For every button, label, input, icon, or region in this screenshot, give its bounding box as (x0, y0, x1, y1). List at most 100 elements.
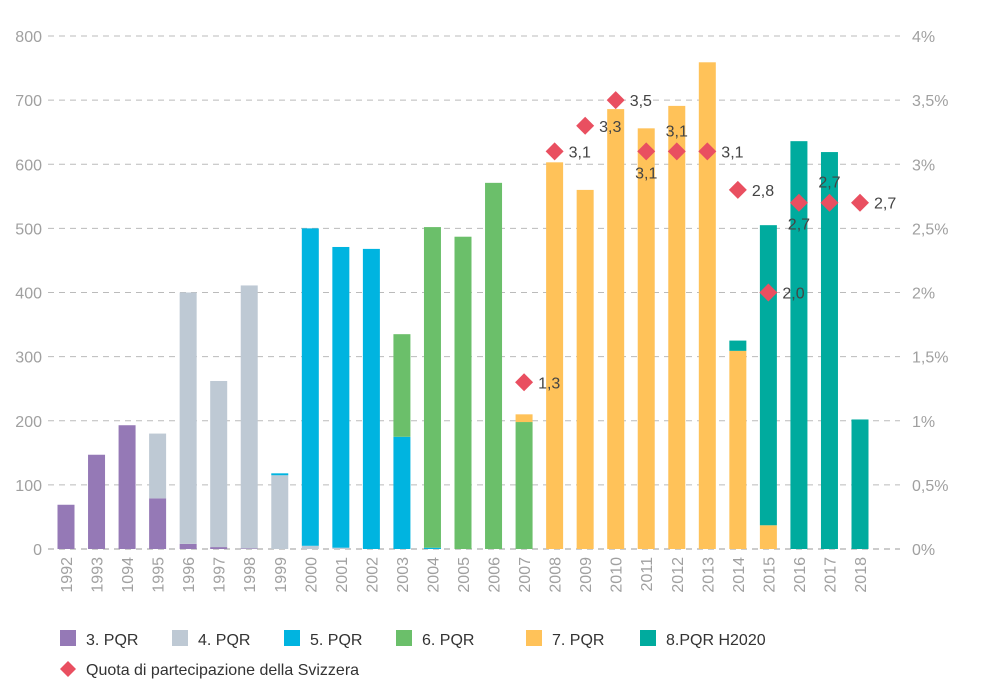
legend-label: Quota di partecipazione della Svizzera (86, 662, 359, 679)
bar-segment (57, 504, 75, 549)
x-tick-label: 2002 (364, 557, 381, 593)
x-tick-label: 2004 (425, 557, 442, 593)
share-data-label: 3,5 (630, 93, 652, 110)
x-tick-label: 2018 (853, 557, 870, 593)
bar-segment (423, 227, 441, 548)
x-tick-label: 2010 (609, 557, 626, 593)
bar-segment (88, 454, 106, 549)
share-marker (637, 142, 656, 161)
x-tick-label: 2001 (334, 557, 351, 593)
legend-swatch (172, 630, 188, 646)
bar-segment (179, 543, 197, 549)
x-tick-label: 1094 (120, 557, 137, 593)
legend-swatch (526, 630, 542, 646)
legend-swatch (284, 630, 300, 646)
x-tick-label: 1992 (59, 557, 76, 593)
share-data-label: 3,1 (666, 123, 688, 140)
bar-segment (271, 475, 289, 549)
y-left-tick-label: 700 (15, 93, 42, 110)
share-marker (789, 193, 808, 212)
bar-segment (485, 182, 503, 549)
x-tick-label: 2015 (761, 557, 778, 593)
share-marker (820, 193, 839, 212)
share-data-label: 2,0 (782, 286, 804, 303)
bar-segment (393, 436, 411, 549)
share-marker (759, 283, 778, 302)
x-tick-label: 2016 (792, 557, 809, 593)
bar-segment (210, 547, 228, 549)
bar-segment (301, 545, 319, 549)
legend-label: 3. PQR (86, 632, 138, 649)
bar-segment (637, 128, 655, 549)
bar-segment (179, 292, 197, 544)
bar-segment (851, 419, 869, 549)
share-data-label: 2,8 (752, 183, 774, 200)
bar-segment (240, 548, 258, 549)
bar-segment (729, 340, 747, 351)
bar-segment (576, 189, 594, 549)
y-right-tick-label: 3,5% (912, 93, 948, 110)
x-tick-label: 2005 (456, 557, 473, 593)
bar-segment (149, 498, 167, 549)
y-right-tick-label: 1% (912, 414, 935, 431)
y-left-tick-label: 500 (15, 221, 42, 238)
share-marker (576, 116, 595, 135)
legend-swatch (640, 630, 656, 646)
bar-segment (332, 547, 350, 549)
y-left-tick-label: 400 (15, 286, 42, 303)
legend-label: 6. PQR (422, 632, 474, 649)
share-data-label: 3,1 (721, 144, 743, 161)
y-right-tick-label: 4% (912, 29, 935, 46)
bar-segment (759, 225, 777, 526)
share-marker (728, 180, 747, 199)
x-tick-label: 2009 (578, 557, 595, 593)
bar-segment (546, 162, 564, 550)
y-right-tick-label: 3% (912, 157, 935, 174)
legend-swatch (396, 630, 412, 646)
bar-segment (759, 525, 777, 549)
x-tick-label: 1997 (212, 557, 229, 593)
x-tick-label: 2012 (670, 557, 687, 593)
share-marker (851, 193, 869, 212)
y-right-tick-label: 2% (912, 286, 935, 303)
bar-segment (149, 433, 167, 499)
bar-segment (668, 105, 686, 550)
x-tick-label: 2017 (822, 557, 839, 593)
share-data-label: 2,7 (818, 175, 840, 192)
y-right-tick-label: 0,5% (912, 478, 948, 495)
share-marker (606, 91, 625, 110)
bar-segment (698, 62, 716, 549)
share-data-label: 3,3 (599, 119, 621, 136)
bar-segment (423, 547, 441, 549)
x-tick-label: 2013 (700, 557, 717, 593)
share-data-label: 1,3 (538, 375, 560, 392)
bar-segment (210, 380, 228, 548)
x-tick-label: 1995 (151, 557, 168, 593)
y-left-tick-label: 100 (15, 478, 42, 495)
y-left-tick-label: 800 (15, 29, 42, 46)
bar-segment (729, 350, 747, 549)
legend-diamond-icon (60, 661, 76, 677)
bar-segment (393, 334, 411, 437)
bar-segment (515, 414, 533, 423)
x-tick-label: 1998 (242, 557, 259, 593)
y-left-tick-label: 300 (15, 350, 42, 367)
share-data-label: 3,1 (569, 144, 591, 161)
legend-label: 7. PQR (552, 632, 604, 649)
x-tick-label: 1993 (90, 557, 107, 593)
bar-segment (332, 246, 350, 548)
x-tick-label: 2003 (395, 557, 412, 593)
share-marker (545, 142, 564, 161)
bar-segment (454, 236, 472, 549)
legend-swatch (60, 630, 76, 646)
x-tick-label: 1999 (273, 557, 290, 593)
y-right-tick-label: 2,5% (912, 221, 948, 238)
share-data-label: 2,7 (874, 196, 896, 213)
share-marker (515, 373, 534, 392)
bar-segment (607, 109, 625, 549)
bar-segment (790, 141, 808, 550)
bar-segment (515, 422, 533, 549)
y-left-tick-label: 0 (33, 542, 42, 559)
x-tick-label: 2008 (548, 557, 565, 593)
